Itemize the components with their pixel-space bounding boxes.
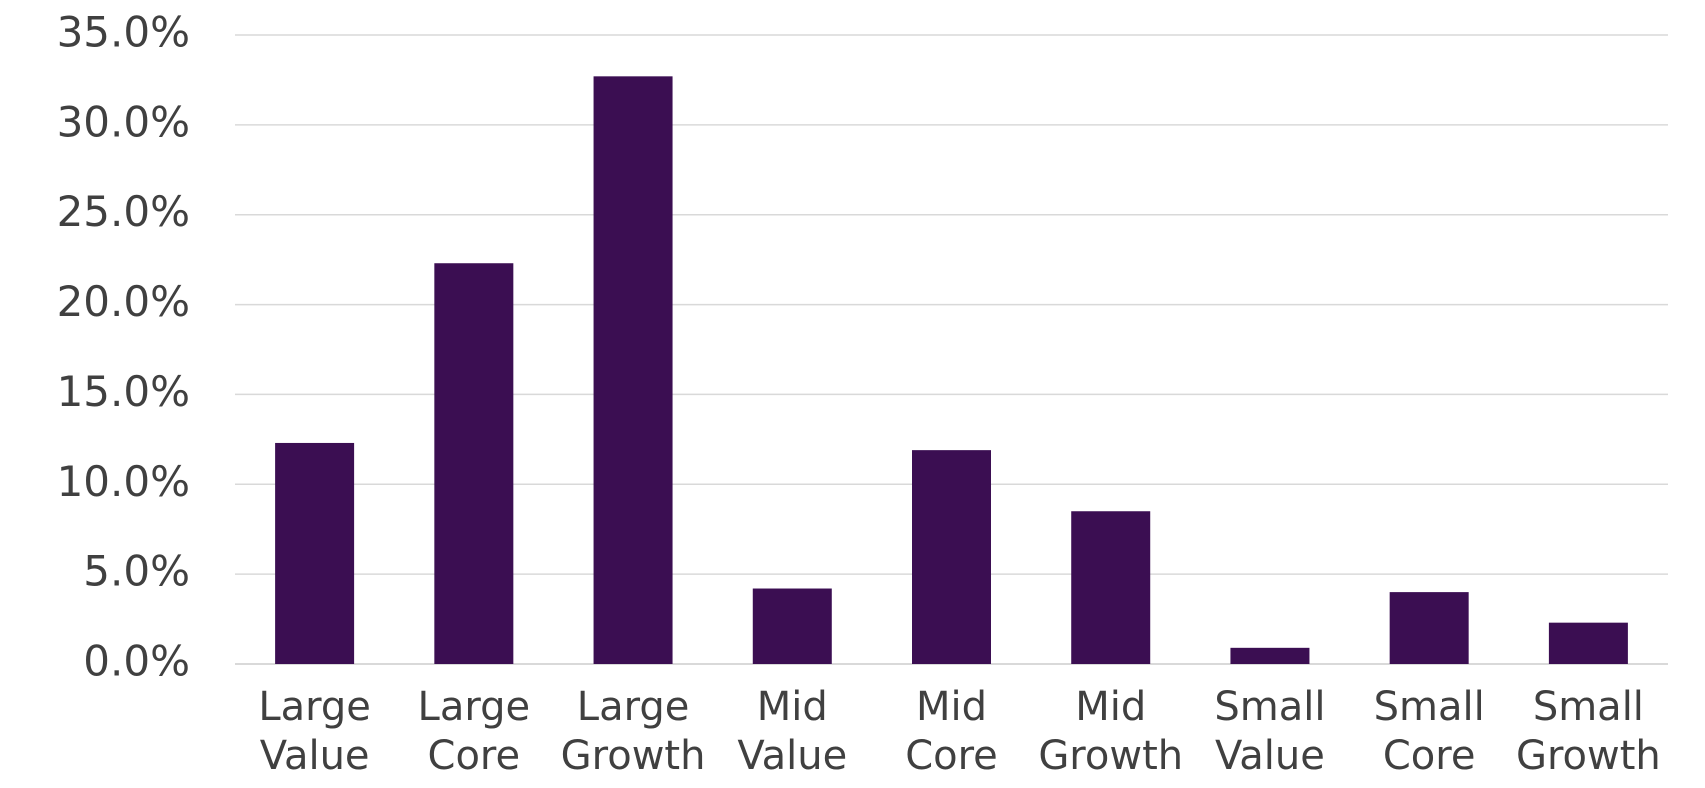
x-tick-label-line: Growth bbox=[1038, 733, 1183, 779]
x-tick-label: Small Growth bbox=[1516, 684, 1661, 779]
y-tick-label: 25.0% bbox=[57, 187, 190, 236]
bar-mid-core bbox=[912, 450, 991, 664]
x-tick-label: Large Value bbox=[258, 684, 371, 779]
x-tick-label: Large Growth bbox=[561, 684, 706, 779]
y-axis-tick-labels: 0.0% 5.0% 10.0% 15.0% 20.0% 25.0% 30.0% 35.0% bbox=[57, 8, 190, 686]
x-tick-label: Mid Value bbox=[737, 684, 847, 779]
x-tick-label-line: Core bbox=[428, 733, 521, 779]
x-tick-label-line: Large bbox=[258, 684, 371, 730]
x-tick-label: Small Core bbox=[1374, 684, 1485, 779]
x-tick-label: Mid Growth bbox=[1038, 684, 1183, 779]
y-tick-label: 35.0% bbox=[57, 8, 190, 57]
x-tick-label-line: Value bbox=[1215, 733, 1325, 779]
bar-small-growth bbox=[1548, 622, 1628, 664]
y-tick-label: 0.0% bbox=[83, 637, 190, 686]
x-tick-label-line: Mid bbox=[757, 684, 828, 730]
x-tick-label-line: Growth bbox=[1516, 733, 1661, 779]
x-tick-label-line: Value bbox=[737, 733, 847, 779]
bar-mid-value bbox=[752, 588, 832, 664]
y-tick-label: 5.0% bbox=[83, 547, 190, 596]
bar-small-value bbox=[1230, 647, 1310, 664]
x-tick-label: Large Core bbox=[418, 684, 531, 779]
bar-mid-growth bbox=[1071, 511, 1151, 664]
y-tick-label: 20.0% bbox=[57, 277, 190, 326]
x-tick-label-line: Core bbox=[1383, 733, 1476, 779]
x-tick-label-line: Large bbox=[577, 684, 690, 730]
x-tick-label-line: Small bbox=[1374, 684, 1485, 730]
x-tick-label-line: Core bbox=[905, 733, 998, 779]
x-tick-label-line: Value bbox=[260, 733, 370, 779]
x-tick-label-line: Large bbox=[418, 684, 531, 730]
x-tick-label-line: Mid bbox=[916, 684, 987, 730]
x-tick-label-line: Small bbox=[1533, 684, 1644, 730]
bar-small-core bbox=[1389, 592, 1469, 664]
bar-large-growth bbox=[593, 76, 673, 664]
x-tick-label-line: Mid bbox=[1075, 684, 1146, 730]
x-tick-label-line: Growth bbox=[561, 733, 706, 779]
y-tick-label: 30.0% bbox=[57, 97, 190, 146]
y-tick-label: 15.0% bbox=[57, 367, 190, 416]
bar-large-value bbox=[275, 442, 355, 664]
y-tick-label: 10.0% bbox=[57, 457, 190, 506]
bar-large-core bbox=[434, 263, 514, 664]
x-tick-label-line: Small bbox=[1214, 684, 1325, 730]
bars bbox=[275, 76, 1628, 664]
x-tick-label: Small Value bbox=[1214, 684, 1325, 779]
x-tick-label: Mid Core bbox=[905, 684, 998, 779]
